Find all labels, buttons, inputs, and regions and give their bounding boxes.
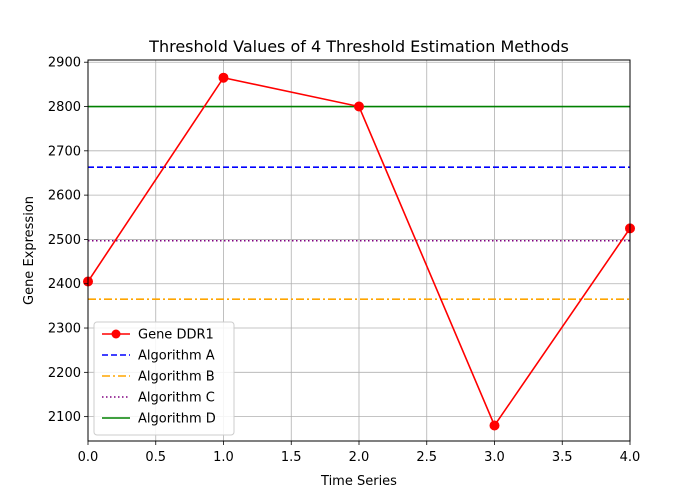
x-tick-label: 4.0 <box>620 450 641 465</box>
data-point <box>489 420 500 431</box>
y-tick-label: 2500 <box>48 233 81 248</box>
y-tick-label: 2200 <box>48 366 81 381</box>
y-tick-label: 2900 <box>48 56 81 71</box>
x-tick-label: 2.0 <box>349 450 370 465</box>
x-tick-label: 0.5 <box>145 450 166 465</box>
y-tick-label: 2400 <box>48 277 81 292</box>
legend-box <box>93 321 235 436</box>
chart-title: Threshold Values of 4 Threshold Estimati… <box>148 37 569 56</box>
y-tick-label: 2600 <box>48 189 81 204</box>
legend-marker <box>111 329 121 339</box>
y-axis: 2100 2200 2300 2400 2500 2600 2700 2800 2900 <box>48 56 88 425</box>
x-tick-label: 1.5 <box>281 450 302 465</box>
legend-label: Gene DDR1 <box>138 328 214 343</box>
x-tick-label: 1.0 <box>213 450 234 465</box>
y-tick-label: 2800 <box>48 100 81 115</box>
legend: Gene DDR1 Algorithm A Algorithm B Algorithm… <box>93 321 235 436</box>
x-axis: 0.0 0.5 1.0 1.5 2.0 2.5 3.0 3.5 4.0 <box>78 441 641 465</box>
x-axis-title: Time Series <box>320 474 397 489</box>
legend-label: Algorithm C <box>138 391 215 406</box>
legend-label: Algorithm D <box>138 412 216 427</box>
x-tick-label: 0.0 <box>78 450 99 465</box>
x-tick-label: 3.5 <box>552 450 573 465</box>
y-axis-title: Gene Expression <box>22 196 37 305</box>
legend-label: Algorithm A <box>138 349 215 364</box>
y-tick-label: 2700 <box>48 144 81 159</box>
data-point <box>354 101 364 112</box>
y-tick-label: 2100 <box>48 410 81 425</box>
x-tick-label: 2.5 <box>416 450 437 465</box>
legend-label: Algorithm B <box>138 370 215 385</box>
y-tick-label: 2300 <box>48 322 81 337</box>
data-point <box>218 72 229 83</box>
x-tick-label: 3.0 <box>484 450 505 465</box>
